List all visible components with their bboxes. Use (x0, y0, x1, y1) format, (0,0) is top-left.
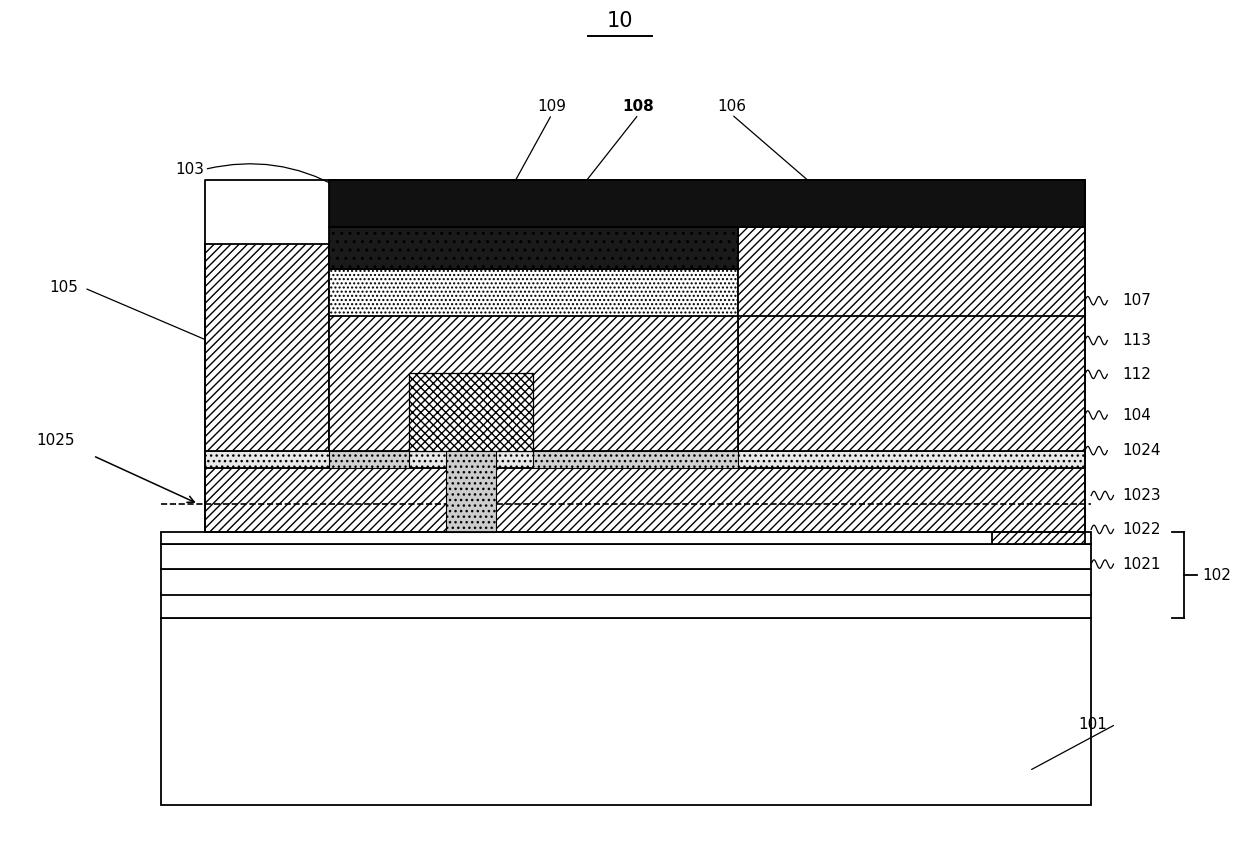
Bar (205, 244, 329, 451)
Bar (161, 532, 1091, 544)
Text: 101: 101 (1079, 717, 1107, 732)
Text: 103: 103 (176, 162, 205, 177)
Bar (161, 544, 1091, 569)
Text: 102: 102 (1203, 567, 1231, 583)
Bar (446, 451, 496, 532)
Bar (409, 373, 533, 451)
Text: 107: 107 (1122, 293, 1151, 308)
Bar (161, 618, 1091, 805)
Bar (992, 532, 1085, 544)
Bar (329, 180, 1085, 227)
Bar (161, 593, 1091, 618)
Text: 104: 104 (1122, 407, 1151, 423)
Text: 1023: 1023 (1122, 488, 1161, 503)
Bar (329, 269, 738, 316)
Text: 108: 108 (622, 99, 655, 114)
Bar (533, 451, 738, 468)
Text: 109: 109 (537, 99, 567, 114)
Text: 10: 10 (606, 11, 634, 31)
Text: 1021: 1021 (1122, 556, 1161, 572)
Text: 1025: 1025 (36, 433, 74, 448)
Text: 1022: 1022 (1122, 522, 1161, 537)
Text: 112: 112 (1122, 367, 1151, 382)
Bar (329, 227, 738, 269)
Text: 106: 106 (717, 99, 746, 114)
Text: 113: 113 (1122, 333, 1151, 348)
Bar (738, 227, 1085, 316)
Bar (329, 244, 738, 451)
Bar (329, 451, 409, 468)
Bar (205, 468, 1085, 532)
Text: 1024: 1024 (1122, 443, 1161, 458)
Text: 105: 105 (50, 280, 78, 296)
Bar (205, 451, 1085, 468)
Bar (738, 244, 1085, 451)
Bar (161, 569, 1091, 595)
